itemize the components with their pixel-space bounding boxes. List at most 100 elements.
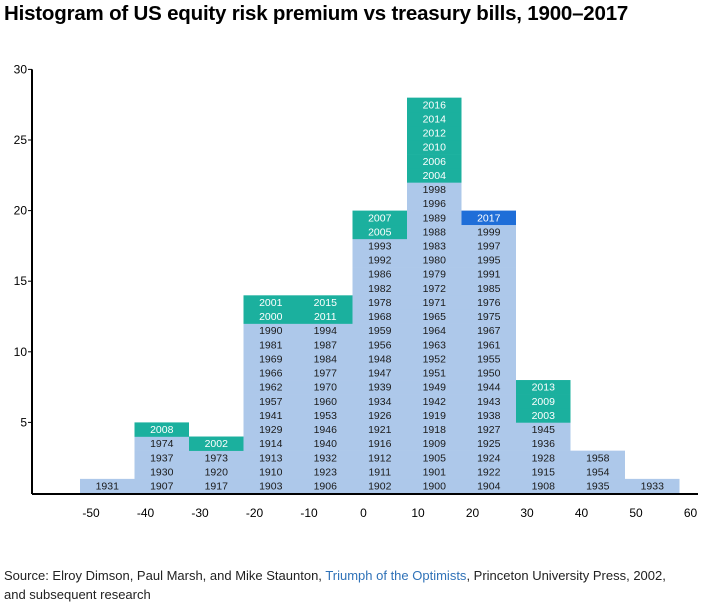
- bar-segment: [352, 224, 407, 240]
- x-tick-label: 30: [520, 506, 534, 520]
- x-tick-label: 50: [629, 506, 643, 520]
- bar-segment: [407, 111, 462, 127]
- bar-segment: [407, 238, 462, 254]
- year-label: 1980: [423, 255, 447, 267]
- year-label: 1955: [477, 353, 501, 365]
- histogram-bin: 1917 1920 1973 2002: [189, 436, 244, 494]
- year-label: 1970: [314, 382, 338, 394]
- bar-segment: [243, 365, 298, 381]
- year-label: 1945: [532, 424, 556, 436]
- bar-segment: [570, 464, 625, 480]
- year-label: 2000: [259, 311, 283, 323]
- year-label: 2003: [532, 410, 556, 422]
- bar-segment: [298, 450, 353, 466]
- bar-segment: [461, 295, 516, 310]
- bar-segment: [570, 478, 625, 494]
- bar-segment: [134, 478, 189, 494]
- histogram-bin: 1935 1954 1958: [570, 450, 625, 494]
- year-label: 1906: [314, 481, 338, 493]
- year-label: 1910: [259, 466, 283, 478]
- year-label: 1998: [423, 184, 447, 196]
- y-tick-label: 30: [14, 62, 28, 76]
- bar-segment: [189, 450, 244, 466]
- bar-segment: [352, 323, 407, 338]
- bar-segment: [407, 97, 462, 113]
- year-label: 1997: [477, 241, 501, 253]
- year-label: 1930: [150, 466, 174, 478]
- year-label: 1924: [477, 452, 501, 464]
- year-label: 1916: [368, 438, 392, 450]
- bar-segment: [352, 380, 407, 395]
- bar-segment: [298, 464, 353, 480]
- year-label: 1959: [368, 325, 392, 337]
- year-label: 1933: [641, 481, 665, 493]
- year-label: 1939: [368, 382, 392, 394]
- year-label: 1977: [314, 368, 338, 380]
- year-label: 1986: [368, 269, 392, 281]
- year-label: 1908: [532, 481, 556, 493]
- bar-segment: [570, 450, 625, 466]
- bar-segment: [243, 478, 298, 494]
- bar-segment: [461, 224, 516, 240]
- source-book-title: Triumph of the Optimists: [325, 568, 467, 583]
- bar-segment: [298, 380, 353, 395]
- year-label: 1962: [259, 382, 283, 394]
- bar-segment: [407, 182, 462, 197]
- year-label: 1983: [423, 241, 447, 253]
- year-label: 1957: [259, 396, 283, 408]
- bar-segment: [407, 478, 462, 494]
- year-label: 2011: [314, 311, 337, 323]
- bar-segment: [352, 450, 407, 466]
- year-label: 1937: [150, 452, 174, 464]
- bar-segment: [461, 394, 516, 409]
- year-label: 1901: [423, 466, 447, 478]
- year-label: 1987: [314, 339, 338, 351]
- x-tick-label: 20: [466, 506, 480, 520]
- year-label: 1995: [477, 255, 501, 267]
- bar-segment: [243, 351, 298, 367]
- bar-segment: [352, 295, 407, 310]
- bar-segment: [461, 464, 516, 480]
- source-prefix: Source: Elroy Dimson, Paul Marsh, and Mi…: [4, 568, 326, 583]
- bar-segment: [243, 337, 298, 353]
- bar-segment: [298, 323, 353, 338]
- year-label: 1994: [314, 325, 338, 337]
- bar-segment: [516, 422, 571, 437]
- y-tick-label: 15: [14, 274, 28, 288]
- year-label: 2009: [532, 396, 556, 408]
- histogram-bin: 1931: [80, 478, 135, 494]
- bar-segment: [461, 238, 516, 254]
- bar-segment: [352, 394, 407, 409]
- year-label: 2006: [423, 156, 447, 168]
- bar-segment: [461, 380, 516, 395]
- year-label: 1972: [423, 283, 447, 295]
- year-label: 1904: [477, 481, 501, 493]
- bar-segment: [407, 140, 462, 155]
- year-label: 1984: [314, 353, 338, 365]
- bar-segment: [189, 478, 244, 494]
- bar-segment: [461, 323, 516, 338]
- bar-segment: [461, 267, 516, 282]
- year-label: 2012: [423, 128, 447, 140]
- bar-segment: [407, 464, 462, 480]
- x-tick-label: 0: [360, 506, 367, 520]
- bar-segment: [243, 309, 298, 324]
- bar-segment: [298, 436, 353, 451]
- bar-segment: [407, 224, 462, 240]
- bar-segment: [352, 422, 407, 437]
- source-line-2: and subsequent research: [4, 587, 151, 602]
- bar-segment: [407, 436, 462, 451]
- year-label: 1956: [368, 339, 392, 351]
- year-label: 2005: [368, 226, 392, 238]
- year-label: 1935: [586, 481, 610, 493]
- histogram-bin: 1900 1901 1905 1909 1918 1919 1942 1949 1951 1952…: [407, 97, 462, 494]
- bar-segment: [352, 210, 407, 226]
- bar-segment: [243, 323, 298, 338]
- bar-segment: [352, 464, 407, 480]
- year-label: 2016: [423, 99, 447, 111]
- x-tick-label: -20: [246, 506, 264, 520]
- year-label: 1948: [368, 353, 392, 365]
- year-label: 1905: [423, 452, 447, 464]
- year-label: 1944: [477, 382, 501, 394]
